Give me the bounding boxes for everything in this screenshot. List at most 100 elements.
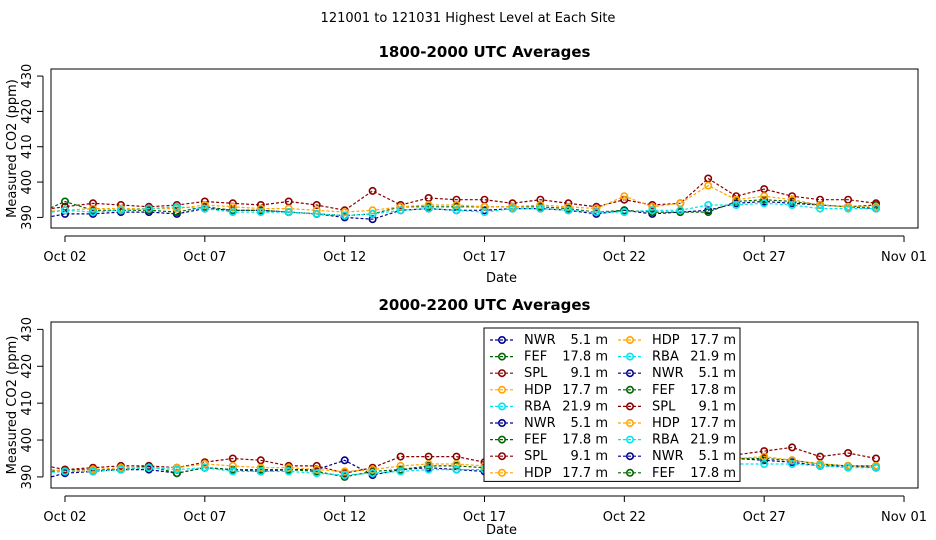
data-point-rba bbox=[340, 211, 349, 220]
legend-name: RBA bbox=[652, 433, 679, 448]
data-point-hdp bbox=[256, 204, 265, 213]
legend-name: HDP bbox=[652, 333, 680, 348]
legend-height: 5.1 m bbox=[571, 416, 608, 431]
data-point-spl bbox=[396, 452, 405, 461]
legend-swatch-marker bbox=[497, 369, 506, 378]
data-point-rba bbox=[312, 209, 321, 218]
legend-swatch-marker bbox=[497, 385, 506, 394]
data-point-hdp bbox=[228, 202, 237, 211]
legend-swatch-marker bbox=[497, 352, 506, 361]
data-point-nwr bbox=[368, 215, 377, 224]
data-point-rba bbox=[844, 204, 853, 213]
data-point-spl bbox=[452, 452, 461, 461]
legend-height: 17.7 m bbox=[690, 333, 736, 348]
data-point-rba bbox=[256, 208, 265, 217]
data-point-spl bbox=[228, 454, 237, 463]
data-point-rba bbox=[732, 201, 741, 210]
data-point-rba bbox=[648, 206, 657, 215]
legend-height: 17.7 m bbox=[690, 416, 736, 431]
data-point-rba bbox=[396, 206, 405, 215]
data-point-spl bbox=[60, 202, 69, 211]
data-point-rba bbox=[564, 206, 573, 215]
y-tick-label: 420 bbox=[20, 99, 35, 124]
panel-title: 1800-2000 UTC Averages bbox=[379, 43, 591, 61]
data-point-rba bbox=[368, 469, 377, 478]
legend-height: 21.9 m bbox=[690, 350, 736, 365]
data-point-rba bbox=[144, 463, 153, 472]
y-tick-label: 430 bbox=[20, 64, 35, 89]
data-point-rba bbox=[60, 206, 69, 215]
legend-swatch-marker bbox=[497, 402, 506, 411]
data-point-hdp bbox=[256, 463, 265, 472]
data-point-hdp bbox=[396, 461, 405, 470]
legend-height: 17.8 m bbox=[562, 433, 608, 448]
x-tick-label: Oct 17 bbox=[463, 510, 506, 525]
data-point-rba bbox=[536, 204, 545, 213]
legend-name: HDP bbox=[524, 383, 552, 398]
legend-name: FEF bbox=[524, 350, 547, 365]
data-point-rba bbox=[592, 208, 601, 217]
data-point-spl bbox=[536, 195, 545, 204]
data-point-rba bbox=[116, 465, 125, 474]
legend-swatch-marker bbox=[625, 402, 634, 411]
y-tick-label: 410 bbox=[20, 391, 35, 416]
data-point-rba bbox=[116, 206, 125, 215]
legend-name: RBA bbox=[524, 399, 551, 414]
legend-height: 21.9 m bbox=[562, 399, 608, 414]
data-point-hdp bbox=[620, 192, 629, 201]
legend-name: RBA bbox=[652, 350, 679, 365]
data-point-hdp bbox=[732, 195, 741, 204]
legend-swatch-marker bbox=[497, 335, 506, 344]
legend-name: SPL bbox=[652, 399, 676, 414]
data-point-rba bbox=[312, 469, 321, 478]
legend-height: 9.1 m bbox=[699, 399, 736, 414]
y-tick-label: 430 bbox=[20, 317, 35, 342]
data-point-spl bbox=[116, 201, 125, 210]
legend-height: 5.1 m bbox=[699, 366, 736, 381]
plot-frame bbox=[50, 321, 919, 489]
data-point-hdp bbox=[340, 467, 349, 476]
legend-swatch-marker bbox=[625, 468, 634, 477]
panel-2: 2000-2200 UTC Averages Oct 02 Oct 07 Oct 12… bbox=[5, 296, 927, 538]
legend-swatch-marker bbox=[625, 435, 634, 444]
x-tick-label: Nov 01 bbox=[881, 510, 927, 525]
data-point-rba bbox=[816, 204, 825, 213]
legend-swatch-marker bbox=[625, 369, 634, 378]
data-point-rba bbox=[144, 204, 153, 213]
legend-name: HDP bbox=[524, 466, 552, 481]
data-point-hdp bbox=[396, 202, 405, 211]
y-tick-label: 390 bbox=[20, 465, 35, 490]
data-point-nwr bbox=[340, 456, 349, 465]
data-point-rba bbox=[396, 467, 405, 476]
y-tick-label: 400 bbox=[20, 428, 35, 453]
data-point-spl bbox=[452, 195, 461, 204]
page-title: 121001 to 121031 Highest Level at Each S… bbox=[321, 11, 616, 26]
data-point-rba bbox=[284, 467, 293, 476]
data-point-rba bbox=[424, 465, 433, 474]
y-axis-label: Measured CO2 (ppm) bbox=[5, 336, 20, 475]
legend-swatch-marker bbox=[497, 418, 506, 427]
x-tick-label: Oct 12 bbox=[323, 250, 366, 265]
data-point-rba bbox=[89, 467, 98, 476]
data-point-spl bbox=[871, 199, 880, 208]
data-point-rba bbox=[89, 208, 98, 217]
legend-height: 17.8 m bbox=[690, 466, 736, 481]
data-point-rba bbox=[704, 201, 713, 210]
data-point-hdp bbox=[200, 459, 209, 468]
legend-name: FEF bbox=[524, 433, 547, 448]
data-point-rba bbox=[508, 204, 517, 213]
legend-swatch-marker bbox=[625, 352, 634, 361]
data-point-rba bbox=[760, 459, 769, 468]
data-point-rba bbox=[480, 208, 489, 217]
y-axis-label: Measured CO2 (ppm) bbox=[5, 79, 20, 218]
plot-data bbox=[51, 443, 880, 481]
legend-height: 9.1 m bbox=[571, 366, 608, 381]
legend-name: NWR bbox=[652, 366, 684, 381]
y-tick-label: 420 bbox=[20, 354, 35, 379]
data-point-spl bbox=[816, 195, 825, 204]
legend-swatch-marker bbox=[625, 418, 634, 427]
legend-height: 5.1 m bbox=[699, 449, 736, 464]
x-tick-label: Oct 22 bbox=[603, 250, 646, 265]
x-tick-label: Oct 17 bbox=[463, 250, 506, 265]
